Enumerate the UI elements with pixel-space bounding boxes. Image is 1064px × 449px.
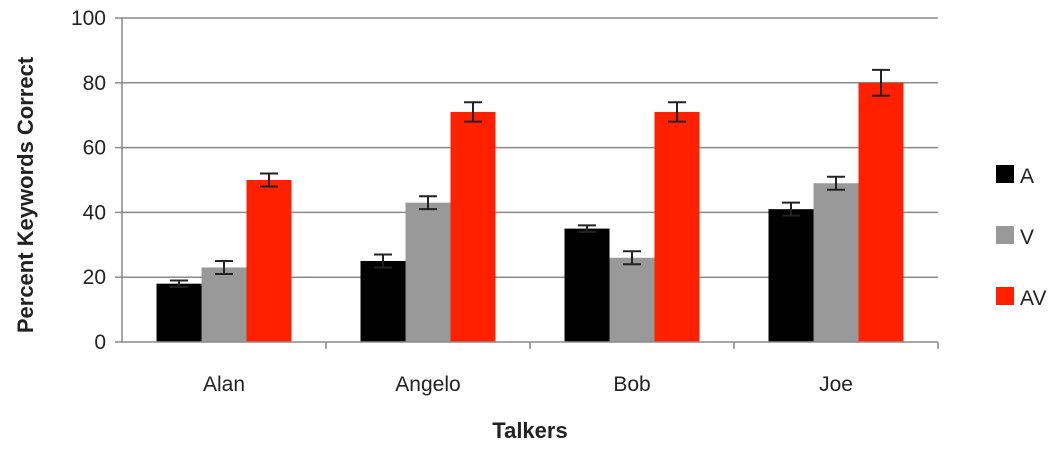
bar-AV — [246, 180, 292, 342]
legend-label-V: V — [1020, 226, 1034, 249]
error-bar — [170, 279, 188, 288]
y-tick-label: 100 — [71, 7, 106, 30]
x-tick-label: Angelo — [395, 373, 460, 396]
bar-AV — [858, 82, 904, 343]
error-bar — [215, 260, 233, 275]
legend-swatch-AV — [996, 287, 1014, 305]
legend-label-A: A — [1020, 165, 1034, 188]
bar-V — [813, 183, 859, 342]
bar-A — [360, 261, 406, 342]
bar-V — [609, 257, 655, 342]
x-tick-label: Bob — [613, 373, 650, 396]
error-bar — [260, 172, 278, 188]
bar-A — [564, 228, 610, 342]
error-bar — [668, 101, 686, 123]
legend-swatch-A — [996, 165, 1014, 183]
y-tick-label: 0 — [94, 331, 106, 354]
y-tick-label: 60 — [83, 137, 106, 160]
bar-V — [201, 267, 247, 342]
bar-V — [405, 202, 451, 342]
error-bar — [578, 224, 596, 233]
y-tick-label: 20 — [83, 266, 106, 289]
bar-AV — [450, 111, 496, 343]
x-axis-title: Talkers — [492, 418, 567, 443]
bar-A — [768, 209, 814, 342]
error-bar — [872, 68, 890, 97]
legend-swatch-V — [996, 226, 1014, 244]
y-tick-label: 40 — [83, 201, 106, 224]
y-axis-title: Percent Keywords Correct — [13, 56, 38, 333]
bar-A — [156, 283, 202, 342]
error-bar — [623, 250, 641, 266]
error-bar — [827, 175, 845, 191]
error-bar — [419, 195, 437, 211]
y-tick-label: 80 — [83, 72, 106, 95]
legend-label-AV: AV — [1020, 287, 1046, 310]
x-tick-label: Joe — [819, 373, 853, 396]
error-bar — [374, 253, 392, 269]
x-tick-label: Alan — [203, 373, 245, 396]
error-bar — [782, 201, 800, 217]
axes: 0 20 40 60 80 100 Alan Angelo Bob Joe — [71, 7, 939, 396]
error-bar — [464, 101, 482, 123]
bars — [156, 68, 904, 343]
bar-AV — [654, 111, 700, 343]
